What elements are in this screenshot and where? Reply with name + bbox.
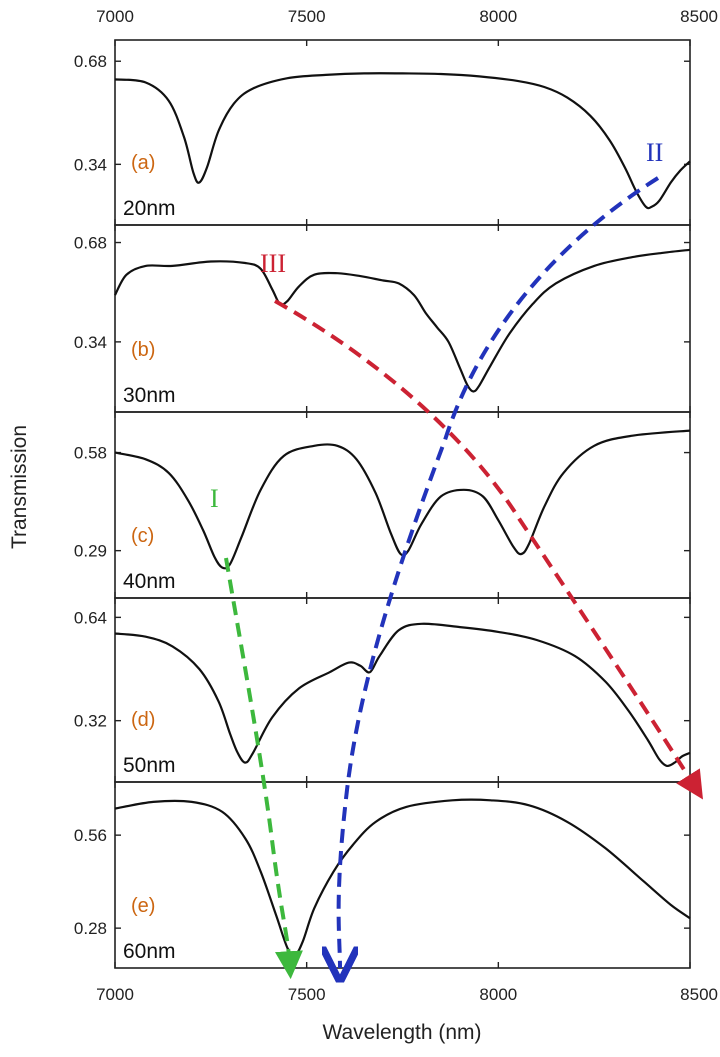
transmission-curve [114,798,691,957]
guide-line-II [339,176,660,968]
guide-label-II: II [646,138,663,167]
panel-e: 0.56 0.28 (e) 60nm [74,781,691,969]
y-tick-label: 0.56 [74,826,107,845]
x-tick-label-bottom: 8000 [479,985,517,1004]
panel-c: 0.58 0.29 (c) 40nm [74,411,691,599]
panel-thickness-label: 50nm [123,754,176,777]
transmission-curve [114,72,691,210]
panel-frame [114,224,691,413]
panel-letter: (d) [131,709,155,731]
panel-frame [114,781,691,969]
y-tick-label: 0.34 [74,333,107,352]
panel-thickness-label: 60nm [123,940,176,963]
panel-frame [114,411,691,599]
y-tick-label: 0.64 [74,608,107,627]
panel-thickness-label: 30nm [123,384,176,407]
x-tick-label-top: 8500 [680,7,718,26]
transmission-curve [114,622,691,768]
guide-label-I: I [210,484,219,513]
bottom-x-ticks: 7000 7500 8000 8500 [96,985,718,1004]
guide-line-III [274,299,703,800]
panel-letter: (c) [131,525,154,547]
x-axis-title: Wavelength (nm) [322,1021,481,1044]
panel-frame [114,597,691,783]
panel-d: 0.64 0.32 (d) 50nm [74,597,691,783]
x-tick-label-bottom: 7000 [96,985,134,1004]
y-tick-label: 0.32 [74,712,107,731]
panel-a: 0.68 0.34 (a) 20nm [74,39,691,226]
x-tick-label-top: 7500 [288,7,326,26]
transmission-curve [114,429,691,570]
panel-thickness-label: 40nm [123,570,176,593]
y-tick-label: 0.58 [74,444,107,463]
chart-panels: 0.68 0.34 (a) 20nm 0.68 0.34 (b) 30nm 0.58 0.29 (c… [74,39,691,969]
x-tick-label-top: 8000 [479,7,517,26]
y-axis-title: Transmission [8,425,31,549]
x-tick-label-bottom: 8500 [680,985,718,1004]
y-tick-label: 0.68 [74,52,107,71]
y-tick-label: 0.34 [74,155,107,174]
panel-letter: (a) [131,152,155,174]
transmission-curve [114,248,691,393]
x-tick-label-bottom: 7500 [288,985,326,1004]
panel-letter: (e) [131,895,155,917]
top-x-ticks: 7000 7500 8000 8500 [96,7,718,26]
panel-b: 0.68 0.34 (b) 30nm [74,224,691,413]
panel-letter: (b) [131,339,155,361]
y-tick-label: 0.68 [74,234,107,253]
guide-label-III: III [260,249,286,278]
y-tick-label: 0.28 [74,919,107,938]
x-tick-label-top: 7000 [96,7,134,26]
guide-lines: I II III [210,138,703,980]
guide-line-I [224,557,303,980]
y-tick-label: 0.29 [74,542,107,561]
panel-thickness-label: 20nm [123,197,176,220]
